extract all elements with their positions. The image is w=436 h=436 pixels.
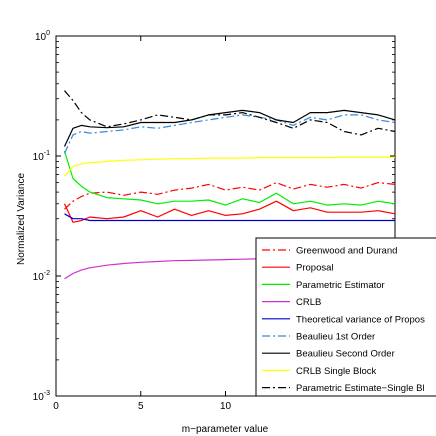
series-line-6 [63, 114, 396, 154]
legend-box [255, 237, 436, 397]
series-line-2 [63, 200, 396, 223]
y-tick-label: 100 [35, 30, 50, 43]
x-axis-title: m−parameter value [182, 424, 269, 435]
legend-label: Parametric Estimator [296, 280, 385, 291]
y-tick-label: 10-1 [33, 150, 50, 163]
x-tick-label: 5 [138, 401, 144, 412]
x-tick-label: 0 [53, 401, 59, 412]
legend-label: Theoretical variance of Propos [296, 314, 425, 325]
legend-label: Proposal [296, 263, 334, 274]
series-line-1 [64, 182, 396, 210]
legend: Greenwood and Durand Proposal Parametric E… [255, 237, 436, 397]
series-line-3 [63, 150, 396, 206]
series-line-9 [64, 90, 396, 136]
series-line-8 [64, 156, 395, 177]
legend-label: Beaulieu Second Order [296, 349, 395, 360]
y-axis-title: Normalized Variance [16, 173, 27, 266]
x-tick-label: 10 [220, 401, 232, 412]
y-tick-label: 10-3 [33, 390, 50, 403]
series-layer [63, 90, 396, 280]
legend-label: Beaulieu 1st Order [296, 332, 375, 343]
x-axis: 0 5 10 [53, 36, 231, 412]
legend-label: CRLB Single Block [296, 366, 377, 377]
series-line-7 [63, 109, 396, 147]
legend-label: Greenwood and Durand [296, 246, 397, 257]
legend-label: CRLB [296, 297, 321, 308]
legend-label: Parametric Estimate−Single Bl [296, 383, 425, 394]
series-line-5 [64, 213, 395, 222]
y-tick-label: 10-2 [33, 270, 50, 283]
y-axis: 10-3 10-2 10-1 100 [33, 30, 395, 403]
